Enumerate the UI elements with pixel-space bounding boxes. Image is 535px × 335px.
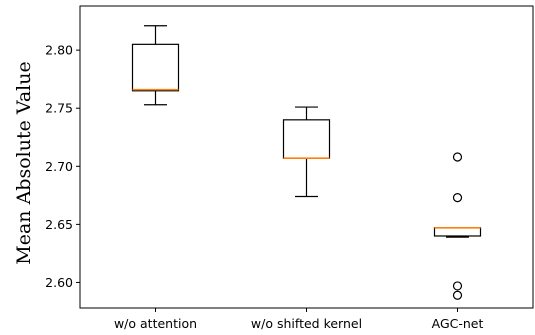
outlier-point xyxy=(452,152,463,162)
x-tick-label: w/o shifted kernel xyxy=(251,316,362,331)
box-group xyxy=(282,106,331,198)
y-axis-label: Mean Absolute Value xyxy=(13,61,35,264)
y-tick-label: 2.60 xyxy=(45,275,73,290)
outlier-point xyxy=(452,281,463,291)
y-axis: 2.60 2.65 2.70 2.75 2.80 xyxy=(45,43,80,290)
x-axis: w/o attention w/o shifted kernel AGC-net xyxy=(114,308,484,331)
plot-area xyxy=(131,25,482,300)
x-tick-label: AGC-net xyxy=(432,316,484,331)
box-iqr xyxy=(282,119,331,159)
x-tick-label: w/o attention xyxy=(114,316,197,331)
outlier-point xyxy=(452,290,463,300)
box-group xyxy=(433,152,482,300)
y-tick-label: 2.75 xyxy=(45,101,73,116)
box-iqr xyxy=(433,227,482,237)
box-iqr xyxy=(131,43,180,92)
y-tick-label: 2.65 xyxy=(45,217,73,232)
outlier-point xyxy=(452,193,463,203)
y-tick-label: 2.80 xyxy=(45,43,73,58)
axes-frame xyxy=(79,5,534,309)
y-tick-label: 2.70 xyxy=(45,159,73,174)
box-group xyxy=(131,25,180,106)
